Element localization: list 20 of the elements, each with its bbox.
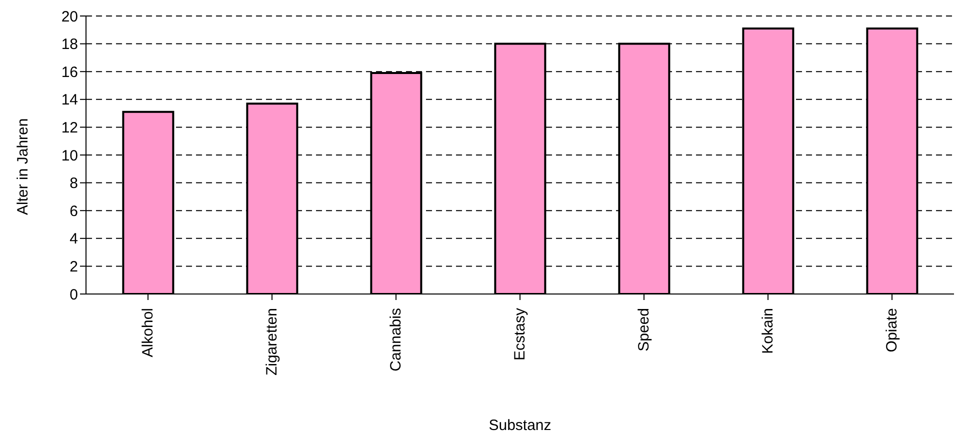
x-tick-label: Ecstasy	[512, 308, 528, 361]
y-tick-label: 6	[70, 202, 78, 220]
x-tick-label: Speed	[636, 308, 652, 352]
y-tick-label: 0	[70, 286, 78, 304]
x-tick-label: Cannabis	[388, 308, 404, 372]
x-tick-label: Kokain	[760, 308, 776, 354]
x-tick-label: Alkohol	[140, 308, 156, 358]
y-tick-label: 20	[61, 8, 78, 26]
y-tick-label: 2	[70, 258, 78, 276]
x-tick-label: Opiate	[884, 308, 900, 352]
y-tick-label: 12	[61, 120, 78, 137]
y-tick-label: 18	[61, 36, 78, 54]
x-tick-label: Zigaretten	[264, 308, 280, 376]
y-tick-label: 16	[61, 64, 78, 81]
y-tick-label: 8	[70, 175, 78, 192]
y-tick-label: 10	[61, 147, 78, 164]
x-axis-title: Substanz	[488, 417, 552, 434]
y-tick-label: 14	[61, 92, 78, 109]
y-axis-title: Alter in Jahren	[14, 118, 32, 215]
y-tick-label: 4	[70, 230, 78, 248]
